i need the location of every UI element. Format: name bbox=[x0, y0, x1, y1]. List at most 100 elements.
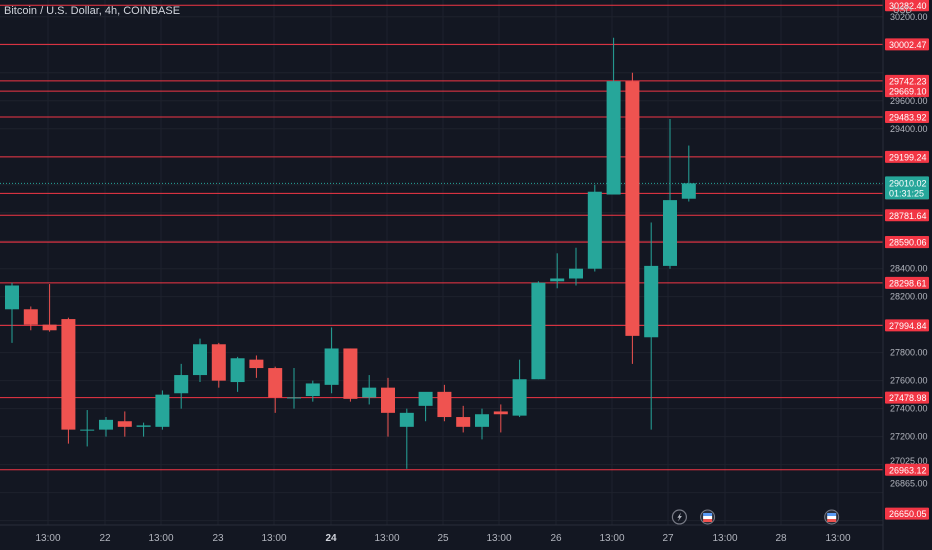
candle-bullish[interactable] bbox=[362, 387, 377, 398]
level-price-label: 28781.64 bbox=[885, 209, 929, 222]
candle-bullish[interactable] bbox=[587, 191, 602, 269]
candle-bullish[interactable] bbox=[550, 278, 565, 282]
price-tick-label: 29600.00 bbox=[890, 96, 928, 106]
candle-bearish[interactable] bbox=[23, 309, 38, 325]
candle-bearish[interactable] bbox=[381, 387, 395, 413]
time-tick-label: 13:00 bbox=[486, 533, 511, 544]
level-price-label: 29742.23 bbox=[885, 74, 929, 87]
candle-bullish[interactable] bbox=[475, 414, 489, 427]
level-price-label: 27478.98 bbox=[885, 391, 929, 404]
time-tick-label: 28 bbox=[775, 533, 787, 544]
candle-bullish[interactable] bbox=[531, 282, 546, 380]
candle-bullish[interactable] bbox=[644, 265, 659, 338]
currency-label: USD bbox=[893, 5, 913, 15]
time-axis[interactable]: 13:00 22 13:00 23 13:00 24 13:00 25 13:00 26 13:00… bbox=[35, 533, 850, 544]
candle-bullish[interactable] bbox=[305, 383, 320, 397]
candle-bearish[interactable] bbox=[117, 421, 132, 427]
svg-text:27994.84: 27994.84 bbox=[889, 321, 927, 331]
svg-text:28781.64: 28781.64 bbox=[889, 211, 927, 221]
candles[interactable] bbox=[5, 37, 696, 469]
price-axis[interactable]: 30200.00 29600.00 29400.00 28400.00 28200.00… bbox=[890, 12, 928, 489]
price-tick-label: 27200.00 bbox=[890, 432, 928, 442]
time-tick-label: 13:00 bbox=[35, 533, 60, 544]
level-price-label: 28298.61 bbox=[885, 276, 929, 289]
level-price-label: 30282.40 bbox=[885, 0, 929, 12]
candle-bullish[interactable] bbox=[324, 348, 339, 385]
earnings-flag-icon[interactable] bbox=[700, 509, 716, 525]
lightning-icon[interactable] bbox=[671, 509, 688, 525]
last-price-value: 29010.02 bbox=[889, 178, 927, 188]
candle-bullish[interactable] bbox=[663, 200, 677, 266]
price-tick-label: 30200.00 bbox=[890, 12, 928, 22]
candle-countdown: 01:31:25 bbox=[889, 188, 924, 198]
svg-text:26650.05: 26650.05 bbox=[889, 509, 927, 519]
level-price-label: 29483.92 bbox=[885, 111, 929, 124]
time-tick-label: 13:00 bbox=[599, 533, 624, 544]
price-tick-label: 26865.00 bbox=[890, 479, 928, 489]
svg-text:30282.40: 30282.40 bbox=[889, 1, 927, 11]
time-tick-label: 22 bbox=[99, 533, 111, 544]
candle-bullish[interactable] bbox=[287, 397, 301, 399]
time-tick-label: 23 bbox=[212, 533, 224, 544]
level-price-label: 27994.84 bbox=[885, 319, 929, 332]
level-price-label: 30002.47 bbox=[885, 38, 929, 51]
candle-bearish[interactable] bbox=[625, 81, 640, 336]
level-price-label: 26963.12 bbox=[885, 463, 929, 476]
candle-bearish[interactable] bbox=[211, 344, 226, 381]
svg-text:29669.10: 29669.10 bbox=[889, 87, 927, 97]
svg-text:29742.23: 29742.23 bbox=[889, 76, 927, 86]
time-tick-label: 13:00 bbox=[261, 533, 286, 544]
time-tick-label: 24 bbox=[325, 533, 337, 544]
candle-bullish[interactable] bbox=[230, 358, 245, 383]
time-tick-label: 26 bbox=[550, 533, 562, 544]
svg-text:30002.47: 30002.47 bbox=[889, 40, 927, 50]
price-tick-label: 27025.00 bbox=[890, 456, 928, 466]
candle-bullish[interactable] bbox=[606, 81, 621, 195]
candle-bearish[interactable] bbox=[493, 411, 508, 415]
candle-bullish[interactable] bbox=[174, 375, 189, 394]
candle-bullish[interactable] bbox=[681, 183, 696, 199]
svg-text:28298.61: 28298.61 bbox=[889, 278, 927, 288]
candle-bullish[interactable] bbox=[99, 419, 113, 430]
price-tick-label: 28400.00 bbox=[890, 264, 928, 274]
candle-bullish[interactable] bbox=[418, 391, 433, 406]
event-markers[interactable] bbox=[671, 509, 840, 525]
svg-text:26963.12: 26963.12 bbox=[889, 465, 927, 475]
candle-bullish[interactable] bbox=[512, 379, 527, 416]
svg-text:28590.06: 28590.06 bbox=[889, 238, 927, 248]
time-tick-label: 13:00 bbox=[712, 533, 737, 544]
candle-bullish[interactable] bbox=[136, 425, 151, 427]
time-tick-label: 13:00 bbox=[148, 533, 173, 544]
candle-bullish[interactable] bbox=[569, 268, 583, 279]
svg-text:29483.92: 29483.92 bbox=[889, 113, 927, 123]
candle-bearish[interactable] bbox=[456, 417, 471, 427]
candle-bearish[interactable] bbox=[61, 319, 76, 430]
price-tick-label: 27600.00 bbox=[890, 376, 928, 386]
candle-bearish[interactable] bbox=[268, 368, 283, 398]
svg-text:27478.98: 27478.98 bbox=[889, 393, 927, 403]
candle-bearish[interactable] bbox=[249, 359, 264, 369]
time-tick-label: 27 bbox=[662, 533, 674, 544]
level-price-label: 28590.06 bbox=[885, 236, 929, 249]
price-tick-label: 29400.00 bbox=[890, 124, 928, 134]
level-price-label: 29199.24 bbox=[885, 150, 929, 163]
candle-bearish[interactable] bbox=[343, 348, 358, 399]
candle-bullish[interactable] bbox=[5, 285, 19, 310]
horizontal-levels bbox=[0, 4, 883, 471]
candle-bullish[interactable] bbox=[155, 394, 170, 427]
candle-bullish[interactable] bbox=[399, 412, 414, 427]
level-price-label: 29669.10 bbox=[885, 85, 929, 98]
candle-bullish[interactable] bbox=[193, 344, 207, 376]
candle-bearish[interactable] bbox=[437, 391, 452, 418]
svg-text:29199.24: 29199.24 bbox=[889, 152, 927, 162]
earnings-flag-icon[interactable] bbox=[824, 509, 840, 525]
candle-bearish[interactable] bbox=[42, 324, 57, 331]
candle-bullish[interactable] bbox=[80, 429, 95, 431]
time-tick-label: 25 bbox=[437, 533, 449, 544]
level-price-label: 26650.05 bbox=[885, 507, 929, 520]
price-tick-label: 28200.00 bbox=[890, 292, 928, 302]
